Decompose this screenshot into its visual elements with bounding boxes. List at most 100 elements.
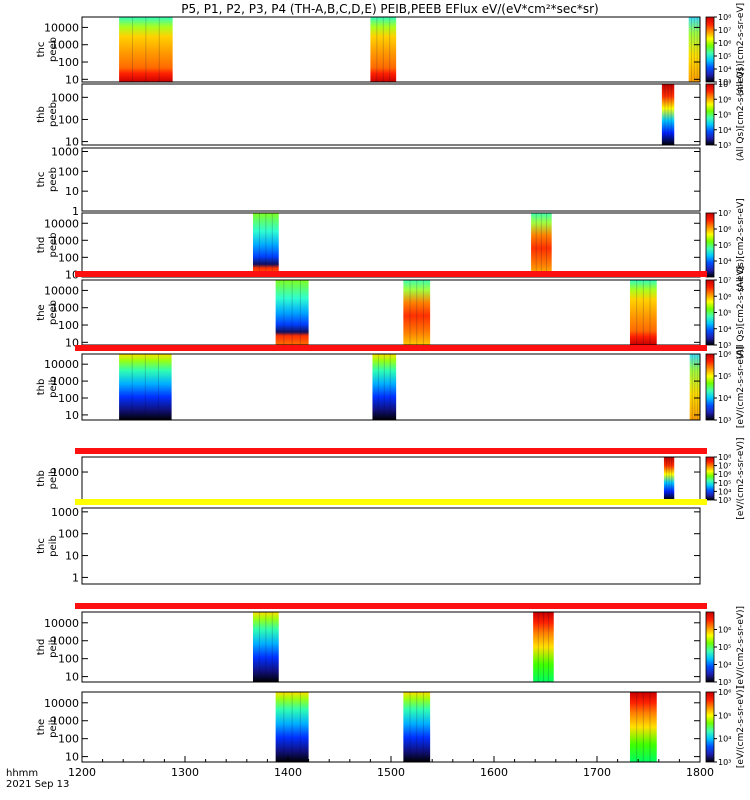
panel-thc-peeb-3: 1 10 100 1000 thc peeb [36, 145, 701, 218]
y-tick-label: 1000 [51, 466, 79, 479]
colorbar-tick-label: 10⁶ [718, 292, 731, 301]
y-tick-label: 1000 [51, 91, 79, 104]
colorbar: 10⁴ 10⁵ 10⁶ 10⁷ (All Qs)[cm2-s-sr-eV] [705, 198, 746, 292]
colorbar-scale [705, 456, 715, 501]
colorbar-tick-label: 10⁷ [718, 209, 731, 218]
panel-thb-peeb-2: 10 100 1000 thb peeb 10³ 10⁴ 10⁵ 10⁶ 10⁷ (All Qs)[… [36, 68, 746, 161]
y-tick-label: 1000 [51, 635, 79, 648]
spectrogram-block-2 [403, 280, 431, 345]
spectrogram-block-2 [531, 213, 552, 277]
x-tick-label: 1500 [377, 766, 405, 779]
x-axis: 1200 1300 1400 1500 1600 1700 1800 [68, 756, 714, 779]
colorbar-label: [eV/(cm2-s-sr-eV)] [736, 686, 746, 768]
colorbar-tick-label: 10⁵ [718, 52, 731, 61]
y-tick-label: 10 [65, 409, 79, 422]
colorbar-tick-label: 10⁴ [718, 394, 731, 403]
quality-flag-bar [75, 499, 707, 505]
quality-flag-bar [75, 271, 707, 277]
colorbar: 10³ 10⁴ 10⁵ 10⁶ [eV/(cm2-s-sr-eV)] [705, 606, 746, 688]
y-tick-label: 1000 [51, 302, 79, 315]
panel-frame [81, 507, 701, 585]
quality-flag-bar [75, 603, 707, 609]
panel-label-probe: the [36, 304, 47, 320]
colorbar-tick-label: 10⁴ [718, 65, 731, 74]
colorbar-tick-label: 10⁷ [718, 80, 731, 89]
panel-frame [81, 279, 701, 346]
colorbar-label: [eV/(cm2-s-sr-eV)] [736, 437, 746, 519]
x-tick-label: 1700 [583, 766, 611, 779]
x-tick-label: 1600 [480, 766, 508, 779]
panel-label-product: peeb [48, 37, 59, 62]
colorbar: 10³ 10⁴ 10⁵ 10⁶ 10⁷ (All Qs)[cm2-s-sr-eV] [705, 68, 746, 161]
spectrogram-block-3 [689, 354, 700, 420]
spectrogram-block-3 [629, 280, 657, 345]
colorbar: 10³ 10⁴ 10⁵ 10⁶ [eV/(cm2-s-sr-eV)] [705, 686, 746, 768]
quality-flag-bar [75, 345, 707, 351]
panel-label-product: peeb [48, 102, 59, 127]
panel-thc-peeb-1: 10 100 1000 10000 thc peeb 10³ 10⁴ 10⁵ 10⁶ 10⁷ 10⁸ (… [36, 3, 746, 96]
y-tick-label: 10 [65, 751, 79, 764]
colorbar-tick-label: 10⁶ [718, 95, 731, 104]
panel-label-probe: thc [36, 172, 47, 188]
colorbar-tick-label: 10⁴ [718, 126, 731, 135]
colorbar-tick-label: 10⁷ [718, 276, 731, 285]
chart-title: P5, P1, P2, P3, P4 (TH-A,B,C,D,E) PEIB,P… [181, 2, 598, 16]
panel-label-probe: thd [36, 237, 47, 254]
y-tick-label: 10 [65, 136, 79, 149]
colorbar-tick-label: 10⁴ [718, 661, 731, 670]
colorbar-scale [705, 279, 715, 346]
colorbar-scale [705, 611, 715, 683]
colorbar-label: (All Qs)[cm2-s-sr-eV] [736, 68, 746, 161]
colorbar-label: (All Qs)[cm2-s-sr-eV] [736, 3, 746, 96]
y-tick-label: 100 [58, 319, 79, 332]
colorbar-tick-label: 10⁷ [718, 26, 731, 35]
colorbar-tick-label: 10⁴ [718, 735, 731, 744]
y-tick-label: 10 [65, 550, 79, 563]
colorbar-tick-label: 10⁴ [718, 325, 731, 334]
panel-label-probe: thc [36, 538, 47, 554]
y-tick-label: 100 [58, 56, 79, 69]
colorbar-tick-label: 10⁸ [718, 13, 731, 22]
colorbar-scale [705, 83, 715, 146]
colorbar-label: (All Qs)[cm2-s-sr-eV] [736, 266, 746, 359]
panel-label-probe: thc [36, 42, 47, 58]
y-tick-label: 100 [58, 653, 79, 666]
spectrogram-block-1 [275, 280, 309, 345]
colorbar-tick-label: 10⁷ [718, 462, 731, 471]
y-tick-label: 10 [65, 671, 79, 684]
colorbar-tick-label: 10³ [718, 496, 731, 505]
panel-frame [81, 83, 701, 146]
panel-frame [81, 456, 701, 501]
y-tick-label: 1000 [51, 145, 79, 158]
y-tick-label: 100 [58, 528, 79, 541]
y-tick-label: 10000 [44, 217, 79, 230]
y-tick-label: 1 [72, 205, 79, 218]
panel-frame [81, 147, 701, 212]
y-tick-label: 10000 [44, 284, 79, 297]
colorbar-tick-label: 10⁶ [718, 225, 731, 234]
colorbar-scale [705, 212, 715, 278]
spectrogram-block-3 [629, 692, 657, 762]
colorbar-scale [705, 16, 715, 83]
spectrogram-block-1 [119, 354, 172, 420]
colorbar-scale [705, 691, 715, 763]
panel-label-product: peib [48, 468, 59, 490]
panel-frame [81, 691, 701, 763]
colorbar-tick-label: 10⁵ [718, 479, 731, 488]
spectrogram-block-1 [119, 17, 173, 82]
spectrogram-block-2 [370, 17, 397, 82]
y-tick-label: 1000 [51, 39, 79, 52]
panel-label-product: peib [48, 636, 59, 658]
colorbar-tick-label: 10⁶ [718, 470, 731, 479]
panel-label-probe: thb [36, 379, 47, 396]
colorbar-label: [eV/(cm2-s-sr-eV)] [736, 606, 746, 688]
spectrogram-block-1 [252, 213, 279, 277]
panel-frame [81, 212, 701, 278]
colorbar-tick-label: 10³ [718, 341, 731, 350]
y-tick-label: 1 [72, 571, 79, 584]
colorbar-tick-label: 10⁸ [718, 453, 731, 462]
